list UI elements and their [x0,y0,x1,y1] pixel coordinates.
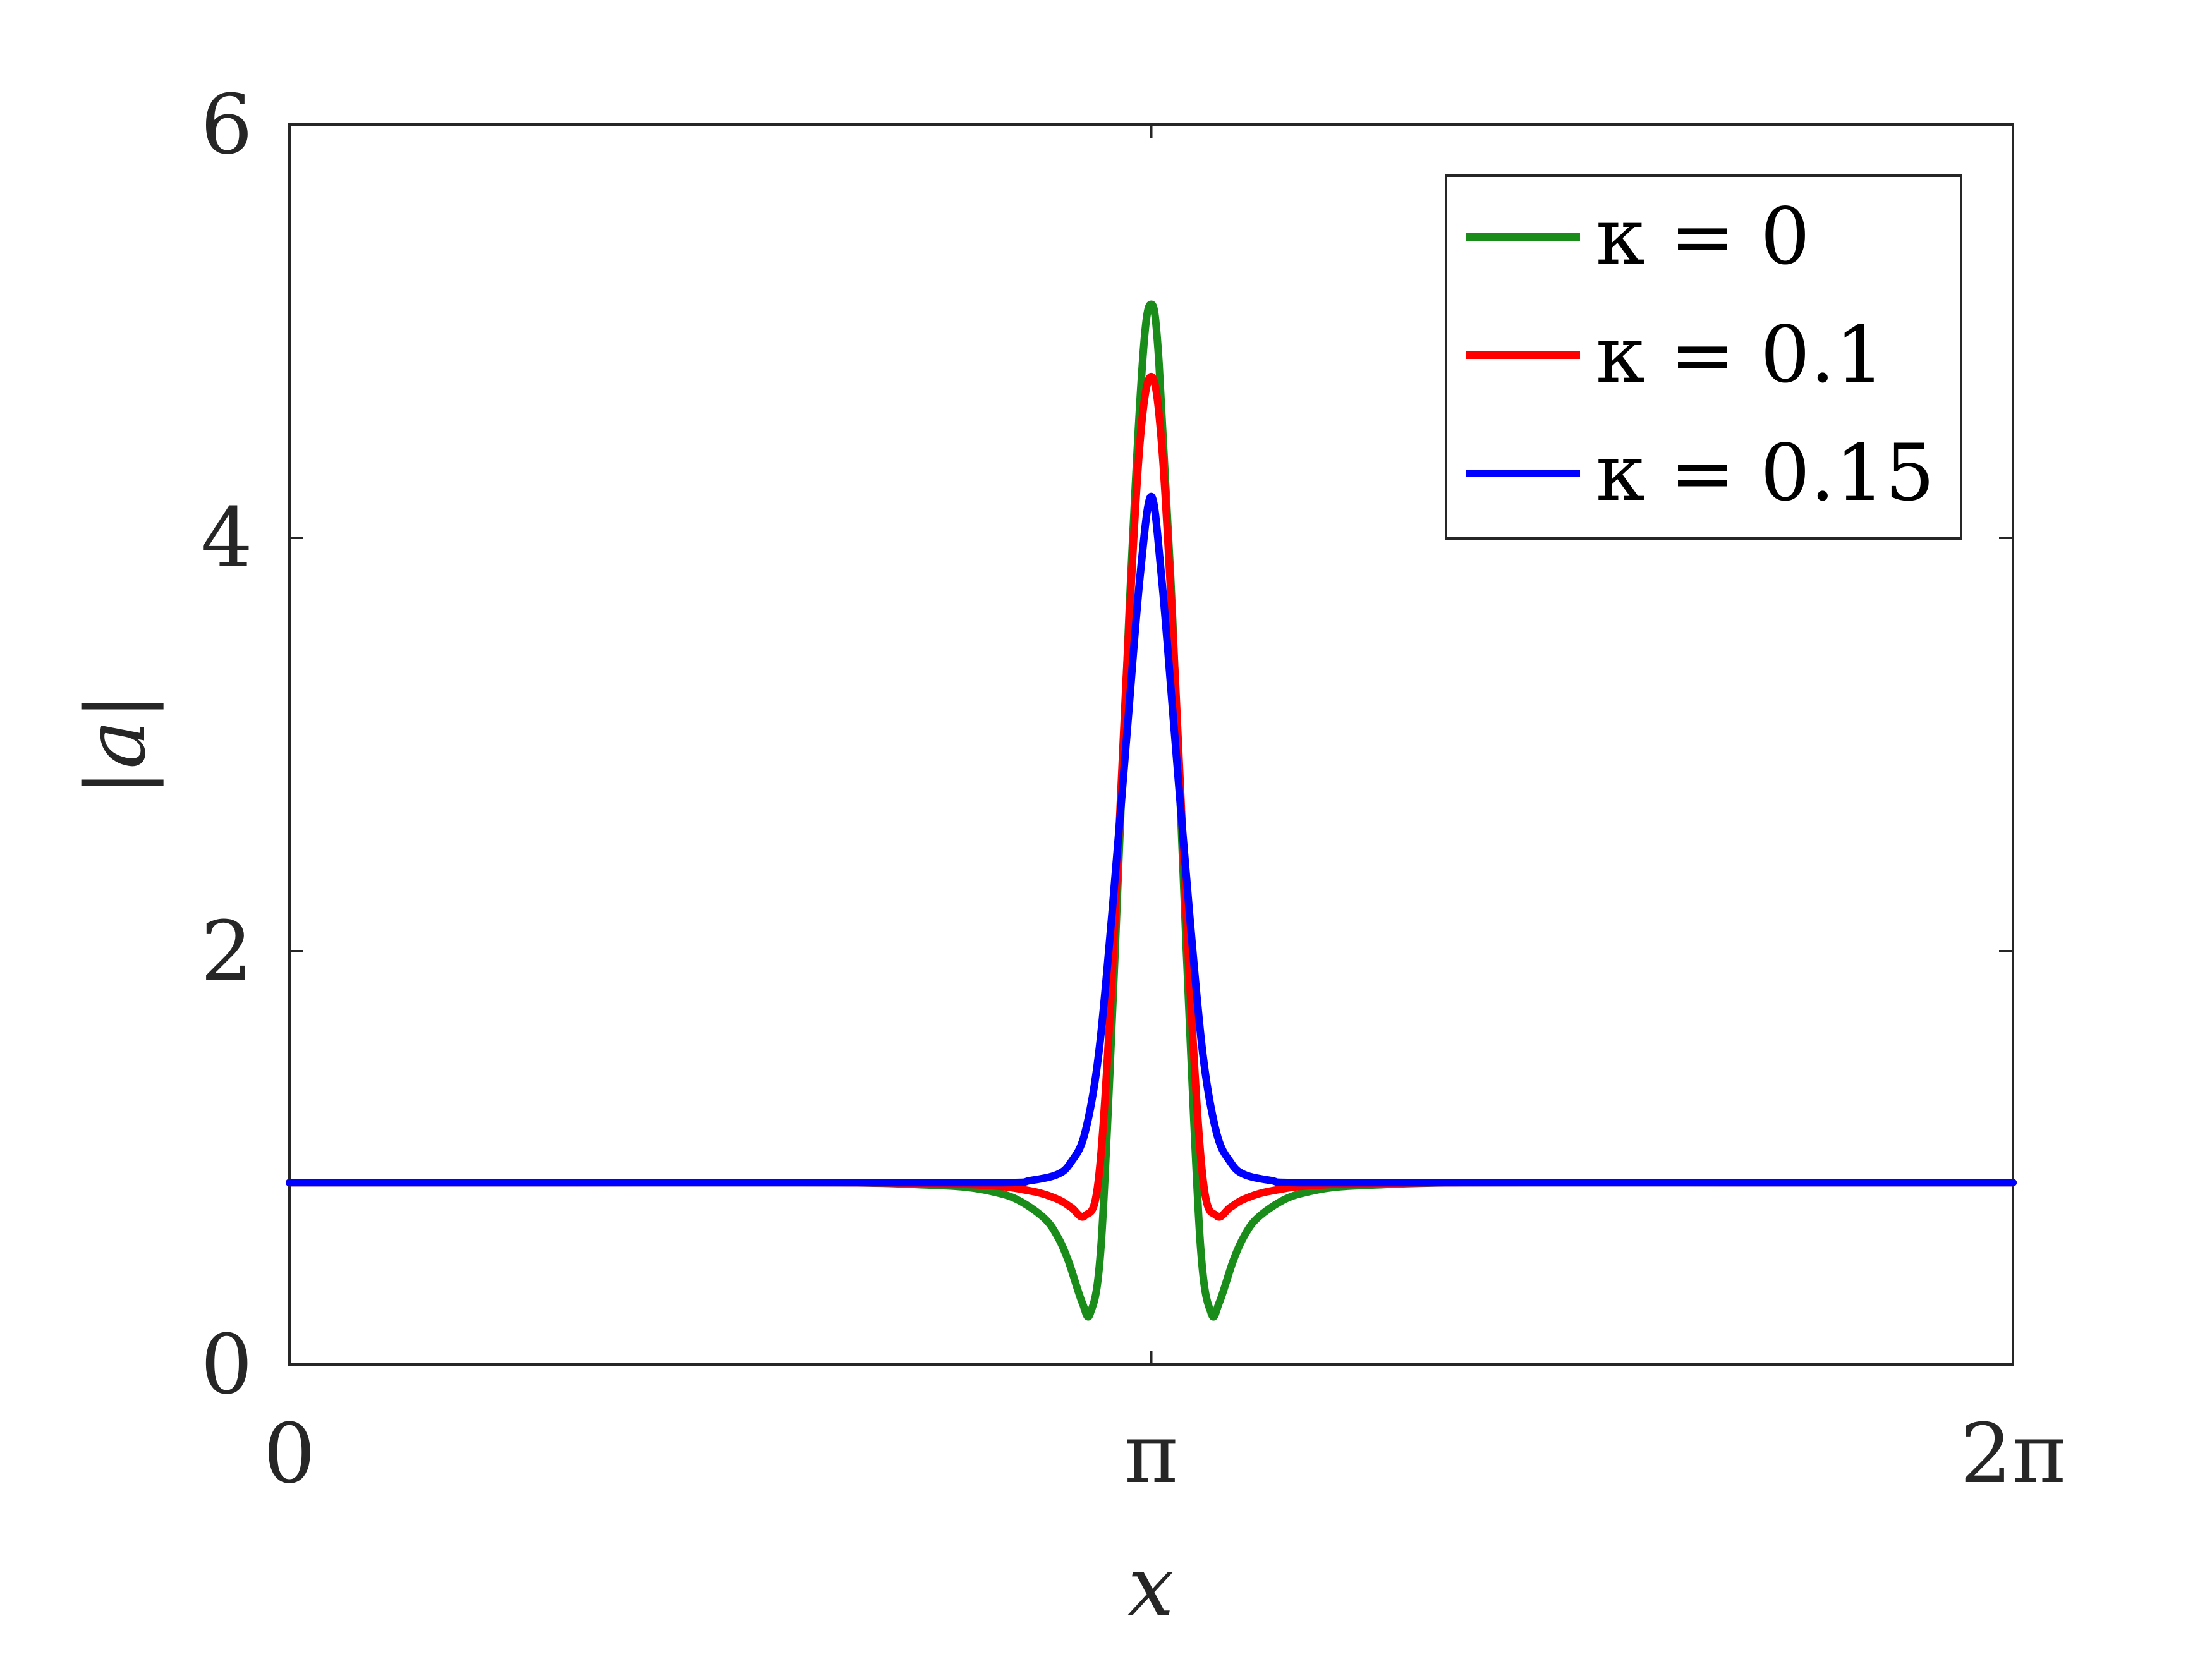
legend-label: κ = 0.1 [1596,310,1885,401]
series-line-2 [286,492,2017,1187]
x-axis-label: x [1127,1538,1174,1634]
legend-label: κ = 0 [1596,191,1810,283]
legend-label: κ = 0.15 [1596,428,1935,519]
y-tick-label: 0 [200,1316,253,1413]
y-tick-label: 4 [200,490,253,586]
series-line-0 [286,300,2017,1321]
series-layer [286,300,2017,1321]
legend-items: κ = 0 κ = 0.1 κ = 0.15 [1466,191,1935,519]
y-tick-label: 6 [200,76,253,173]
x-tick-label: 0 [264,1406,316,1502]
y-axis-label: |a| [68,692,164,796]
x-tick-label: π [1124,1406,1178,1502]
x-tick-label: 2π [1960,1406,2066,1502]
ticks-layer: 0 π 2π 0 2 4 6 [200,76,2066,1502]
y-tick-label: 2 [200,903,253,999]
legend: κ = 0 κ = 0.1 κ = 0.15 [1445,174,1962,540]
